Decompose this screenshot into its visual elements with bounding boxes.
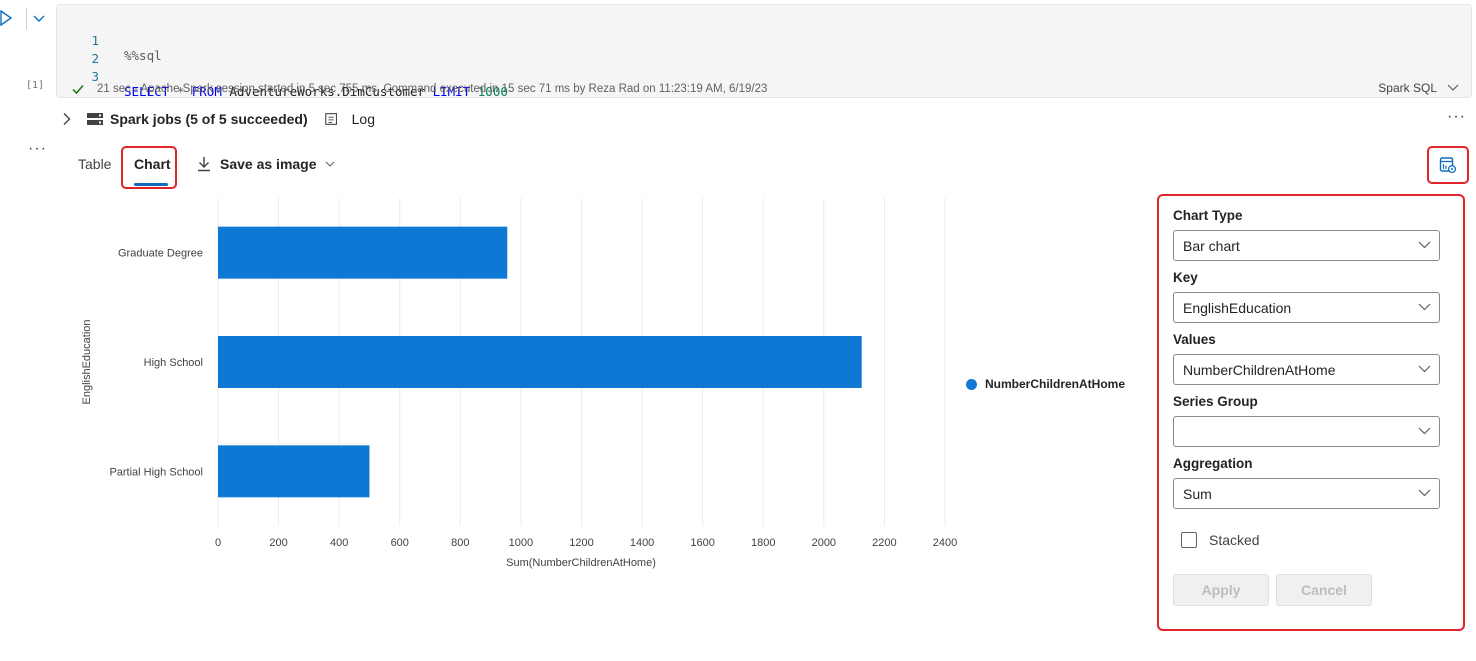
line-number: 3 [91, 69, 99, 84]
apply-button[interactable]: Apply [1173, 574, 1269, 606]
chart-settings-button[interactable] [1427, 146, 1469, 184]
active-tab-indicator [134, 183, 168, 186]
sql-keyword: FROM [191, 84, 222, 99]
x-tick-label: 200 [269, 537, 287, 549]
key-label: Key [1173, 270, 1198, 285]
x-tick-label: 600 [391, 537, 409, 549]
x-tick-label: 1200 [569, 537, 593, 549]
code-cell[interactable]: 1 %%sql 2 3 SELECT * FROM AdventureWorks… [56, 4, 1472, 99]
x-tick-label: 2000 [812, 537, 836, 549]
sql-keyword: SELECT [124, 84, 170, 99]
x-tick-label: 1400 [630, 537, 654, 549]
x-axis-title: Sum(NumberChildrenAtHome) [506, 557, 656, 569]
bars [218, 226, 862, 498]
key-dropdown[interactable]: EnglishEducation [1173, 292, 1440, 323]
log-icon [324, 113, 337, 125]
spark-jobs-row: Spark jobs (5 of 5 succeeded) Log [60, 108, 375, 130]
run-cell-button[interactable] [0, 9, 14, 28]
execution-count: [1] [26, 80, 45, 91]
checkmark-icon [72, 85, 84, 95]
language-selector[interactable]: Spark SQL [1378, 81, 1459, 95]
x-tick-label: 1600 [690, 537, 714, 549]
chart-settings-panel: Chart Type Bar chart Key EnglishEducatio… [1157, 194, 1465, 631]
code-line: 3 SELECT * FROM AdventureWorks.DimCustom… [57, 54, 507, 99]
chart-type-value: Bar chart [1183, 237, 1240, 254]
spark-jobs-icon [87, 113, 103, 125]
chevron-down-icon [33, 15, 44, 22]
category-label: Graduate Degree [118, 248, 203, 260]
cancel-button[interactable]: Cancel [1276, 574, 1372, 606]
legend-marker [966, 378, 977, 390]
legend-label: NumberChildrenAtHome [985, 377, 1126, 391]
x-tick-label: 1000 [509, 537, 533, 549]
download-icon [198, 157, 210, 172]
chart-settings-icon [1439, 157, 1457, 174]
bar[interactable] [218, 445, 370, 498]
bar[interactable] [218, 226, 508, 279]
chevron-down-icon [1418, 427, 1431, 435]
cell-collapse-button[interactable] [26, 8, 50, 30]
chart-tab-highlight [121, 146, 177, 189]
save-as-image-button[interactable]: Save as image [196, 156, 335, 172]
series-group-dropdown[interactable] [1173, 416, 1440, 447]
stacked-label: Stacked [1209, 532, 1260, 548]
values-label: Values [1173, 332, 1216, 347]
key-value: EnglishEducation [1183, 299, 1292, 316]
aggregation-dropdown[interactable]: Sum [1173, 478, 1440, 509]
sql-number: 1000 [477, 84, 508, 99]
category-label: Partial High School [109, 466, 203, 478]
output-more-icon[interactable]: ··· [28, 140, 47, 157]
stacked-checkbox[interactable] [1181, 532, 1197, 548]
save-as-image-label: Save as image [220, 156, 317, 172]
chart-type-label: Chart Type [1173, 208, 1243, 223]
log-link[interactable]: Log [351, 111, 375, 127]
sql-magic: %%sql [124, 48, 162, 63]
bar-chart: Graduate Degree High School Partial High S… [81, 198, 957, 569]
chevron-down-icon [1418, 303, 1431, 311]
line-number: 2 [91, 51, 99, 66]
chevron-down-icon [1418, 241, 1431, 249]
execution-status-text: 21 sec - Apache Spark session started in… [97, 83, 768, 95]
code-line: 1 %%sql [57, 18, 161, 63]
x-tick-label: 2200 [872, 537, 896, 549]
x-tick-label: 400 [330, 537, 348, 549]
line-number: 1 [91, 33, 99, 48]
chevron-down-icon [1447, 84, 1459, 91]
x-tick-label: 2400 [933, 537, 957, 549]
spark-jobs-toggle[interactable]: Spark jobs (5 of 5 succeeded) [110, 111, 308, 127]
execution-status: 21 sec - Apache Spark session started in… [71, 81, 1467, 97]
tab-chart[interactable]: Chart [134, 156, 171, 172]
x-tick-labels: 0 200 400 600 800 1000 1200 1400 1600 1800 2000 220… [215, 537, 957, 549]
sql-keyword: LIMIT [432, 84, 471, 99]
play-icon [0, 9, 13, 27]
stacked-option[interactable]: Stacked [1181, 532, 1260, 548]
chart-legend[interactable]: NumberChildrenAtHome [966, 377, 1125, 391]
tab-table[interactable]: Table [78, 156, 112, 172]
chevron-down-icon [325, 161, 334, 167]
x-tick-label: 1800 [751, 537, 775, 549]
sql-operator: * [176, 84, 185, 99]
category-label: High School [144, 357, 203, 369]
chart-type-dropdown[interactable]: Bar chart [1173, 230, 1440, 261]
chevron-right-icon[interactable] [60, 112, 74, 126]
y-axis-title: EnglishEducation [81, 319, 93, 404]
series-group-label: Series Group [1173, 394, 1258, 409]
aggregation-value: Sum [1183, 485, 1212, 502]
sql-table-name: AdventureWorks.DimCustomer [229, 84, 426, 99]
chevron-down-icon [1418, 489, 1431, 497]
code-line: 2 [57, 36, 99, 66]
x-tick-label: 800 [451, 537, 469, 549]
bar[interactable] [218, 336, 862, 388]
more-options-icon[interactable]: ··· [1447, 108, 1466, 125]
values-dropdown[interactable]: NumberChildrenAtHome [1173, 354, 1440, 385]
aggregation-label: Aggregation [1173, 456, 1253, 471]
values-value: NumberChildrenAtHome [1183, 361, 1336, 378]
chevron-down-icon [1418, 365, 1431, 373]
x-tick-label: 0 [215, 537, 221, 549]
language-label: Spark SQL [1378, 81, 1437, 95]
category-labels: Graduate Degree High School Partial High S… [109, 248, 203, 479]
